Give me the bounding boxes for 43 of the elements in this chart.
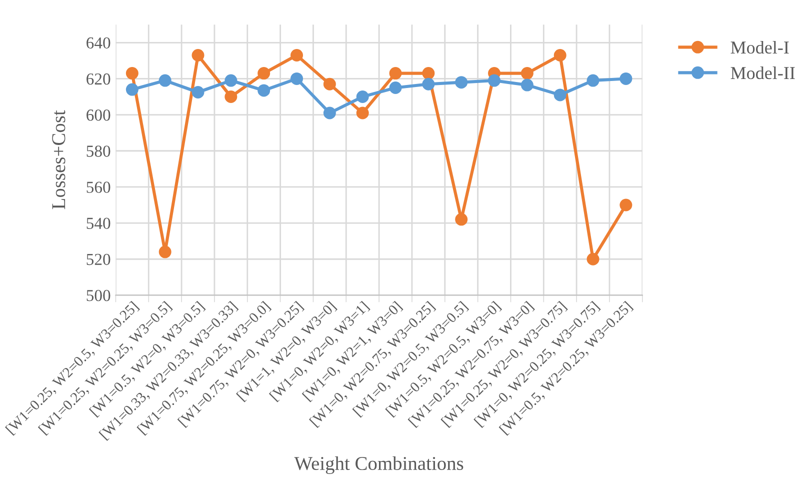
point xyxy=(323,78,336,90)
legend-label: Model-I xyxy=(730,40,789,54)
point xyxy=(455,213,468,226)
point xyxy=(554,49,566,62)
point xyxy=(586,74,600,87)
y-tick-label: 560 xyxy=(86,182,110,193)
point xyxy=(422,67,435,80)
point xyxy=(258,67,270,80)
point xyxy=(258,84,270,97)
point xyxy=(192,86,204,98)
point xyxy=(455,76,468,89)
y-tick-label: 580 xyxy=(86,146,110,157)
y-tick-label: 540 xyxy=(86,218,110,229)
point xyxy=(554,88,566,102)
point xyxy=(356,106,369,120)
point xyxy=(586,252,600,266)
point xyxy=(290,49,304,62)
y-axis-title: Losses+Cost xyxy=(52,110,66,210)
point xyxy=(192,49,204,62)
point xyxy=(126,83,138,96)
point xyxy=(620,198,632,212)
point xyxy=(158,246,172,258)
point xyxy=(488,74,501,87)
point xyxy=(323,106,336,120)
point xyxy=(520,67,534,80)
point xyxy=(389,81,402,94)
point xyxy=(290,72,304,85)
point xyxy=(356,90,369,104)
point xyxy=(389,67,402,80)
y-tick-label: 600 xyxy=(86,110,110,121)
x-axis-title: Weight Combinations xyxy=(294,456,464,474)
point xyxy=(126,67,138,80)
y-tick-label: 500 xyxy=(86,290,110,302)
y-tick-label: 640 xyxy=(86,37,110,49)
point xyxy=(224,74,238,87)
y-tick-label: 520 xyxy=(86,254,110,266)
point xyxy=(224,90,238,104)
point xyxy=(422,78,435,90)
y-tick-label: 620 xyxy=(86,73,110,85)
point xyxy=(520,78,534,92)
point xyxy=(158,74,172,87)
point xyxy=(620,72,632,85)
legend-label: Model-II xyxy=(730,66,795,80)
